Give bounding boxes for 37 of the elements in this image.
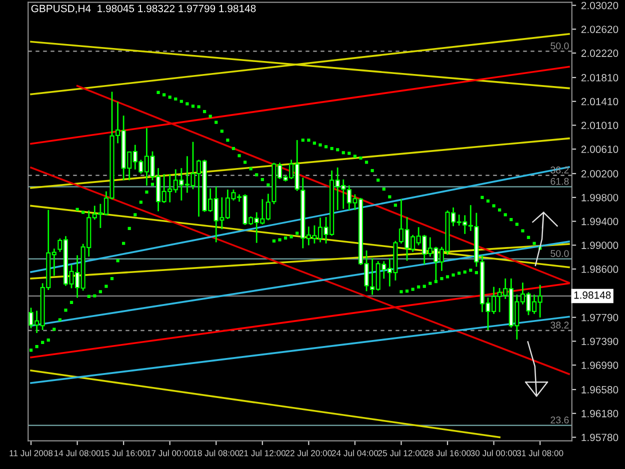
ref-line-label: 1.98148: [574, 291, 611, 299]
x-tick-label: 31 Jul 08:00: [516, 450, 564, 456]
x-tick-label: 17 Jul 00:00: [147, 450, 193, 456]
annotation: 38.2: [550, 322, 569, 329]
annotation: 23.6: [550, 416, 569, 424]
y-tick-label: 2.01410: [581, 98, 618, 106]
y-tick-label: 1.99400: [582, 218, 618, 226]
y-tick-label: 2.00610: [581, 146, 618, 153]
y-tick-label: 1.97790: [582, 314, 618, 322]
x-tick-label: 24 Jul 04:00: [332, 450, 378, 456]
x-tick-label: 22 Jul 20:00: [286, 450, 332, 456]
annotation: 50.0: [550, 250, 569, 257]
x-tick-label: 15 Jul 16:00: [100, 450, 147, 456]
y-tick-label: 2.00200: [581, 170, 618, 178]
x-tick-label: 18 Jul 08:00: [193, 450, 240, 456]
y-tick-label: 1.97390: [582, 338, 618, 346]
x-tick-label: 28 Jul 16:00: [424, 450, 471, 456]
y-tick-label: 2.01810: [581, 74, 618, 82]
x-tick-label: 14 Jul 08:00: [54, 450, 100, 456]
y-tick-label: 1.98600: [582, 266, 618, 273]
x-tick-label: 30 Jul 00:00: [470, 450, 517, 456]
y-tick-label: 1.96180: [582, 410, 618, 418]
y-tick-label: 1.96580: [582, 386, 618, 394]
y-tick-label: 1.95780: [582, 434, 618, 442]
x-tick-label: 21 Jul 12:00: [239, 450, 286, 456]
y-tick-label: 1.99800: [582, 194, 618, 202]
y-tick-label: 2.03020: [581, 2, 618, 10]
y-tick-label: 2.02620: [581, 26, 618, 34]
y-tick-label: 2.02220: [581, 50, 618, 57]
y-tick-label: 1.96990: [582, 362, 618, 369]
x-tick-label: 25 Jul 12:00: [378, 450, 424, 456]
x-tick-label: 11 Jul 2008: [10, 450, 53, 456]
y-tick-label: 2.01010: [581, 122, 618, 130]
annotation: 61.8: [550, 178, 569, 185]
annotation: 50.0: [550, 42, 569, 50]
y-tick-label: 1.99000: [582, 242, 618, 250]
chart-title: GBPUSD,H4 1.98045 1.98322 1.97799 1.98148: [31, 4, 256, 14]
